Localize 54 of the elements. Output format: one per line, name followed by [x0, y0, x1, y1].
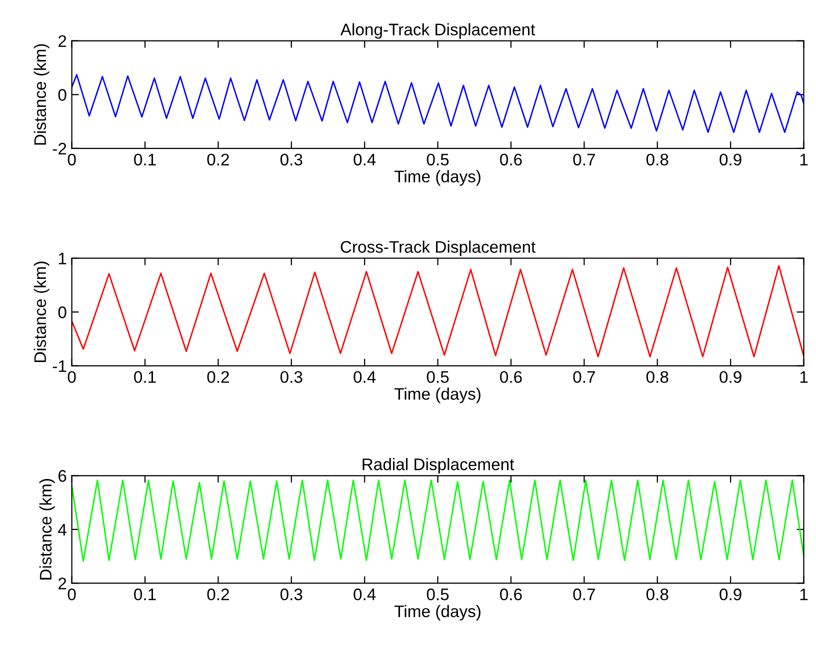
y-tick-label: 0	[58, 89, 66, 101]
x-tick-label: 0.7	[573, 371, 595, 383]
line-series	[72, 480, 804, 562]
x-tick-label: 0.5	[426, 588, 449, 600]
y-axis-title: Distance (km)	[39, 479, 55, 580]
x-tick-label: 0.3	[280, 154, 302, 166]
x-tick-label: 1	[800, 588, 808, 600]
y-axis-title: Distance (km)	[34, 44, 50, 145]
x-tick-label: 1	[800, 154, 808, 166]
x-tick-label: 1	[800, 371, 808, 383]
y-tick-label: -1	[52, 360, 66, 372]
chart-title: Along-Track Displacement	[340, 23, 536, 39]
x-tick-label: 0.6	[500, 371, 522, 383]
x-tick-label: 0.9	[720, 588, 742, 600]
x-tick-label: 0	[68, 371, 76, 383]
x-tick-label: 0.3	[280, 371, 302, 383]
y-axis-title: Distance (km)	[34, 262, 50, 362]
x-tick-label: 0.3	[280, 588, 302, 600]
x-tick-label: 0.7	[573, 588, 595, 600]
chart-title: Cross-Track Displacement	[340, 240, 536, 256]
y-tick-label: 6	[58, 470, 66, 482]
y-tick-label: 0	[58, 306, 66, 318]
x-tick-label: 0.1	[134, 371, 156, 383]
y-tick-label: -2	[52, 142, 66, 154]
x-axis-title: Time (days)	[394, 388, 480, 404]
x-tick-label: 0.5	[426, 154, 449, 166]
line-series	[72, 265, 804, 358]
x-axis-title: Time (days)	[394, 604, 480, 621]
x-tick-label: 0.8	[646, 154, 668, 166]
y-tick-label: 2	[58, 35, 66, 47]
y-tick-label: 2	[58, 578, 66, 590]
x-tick-label: 0.1	[134, 154, 156, 166]
x-tick-label: 0.1	[134, 588, 156, 600]
x-tick-label: 0.2	[207, 371, 229, 383]
x-tick-label: 0	[68, 154, 76, 166]
chart-title: Radial Displacement	[362, 458, 514, 474]
x-tick-label: 0.5	[426, 371, 449, 383]
x-tick-label: 0.4	[354, 588, 376, 600]
x-tick-label: 0.9	[720, 154, 742, 166]
line-series	[72, 74, 804, 133]
x-tick-label: 0.6	[500, 588, 522, 600]
y-tick-label: 1	[58, 252, 66, 264]
x-tick-label: 0.2	[207, 588, 229, 600]
x-tick-label: 0	[68, 588, 76, 600]
x-tick-label: 0.4	[354, 154, 376, 166]
x-tick-label: 0.2	[207, 154, 229, 166]
y-tick-label: 4	[58, 524, 66, 536]
x-tick-label: 0.9	[720, 371, 742, 383]
x-tick-label: 0.4	[354, 371, 376, 383]
x-tick-label: 0.8	[646, 371, 668, 383]
x-tick-label: 0.8	[646, 588, 668, 600]
x-tick-label: 0.6	[500, 154, 522, 166]
x-axis-title: Time (days)	[394, 170, 480, 186]
x-tick-label: 0.7	[573, 154, 595, 166]
